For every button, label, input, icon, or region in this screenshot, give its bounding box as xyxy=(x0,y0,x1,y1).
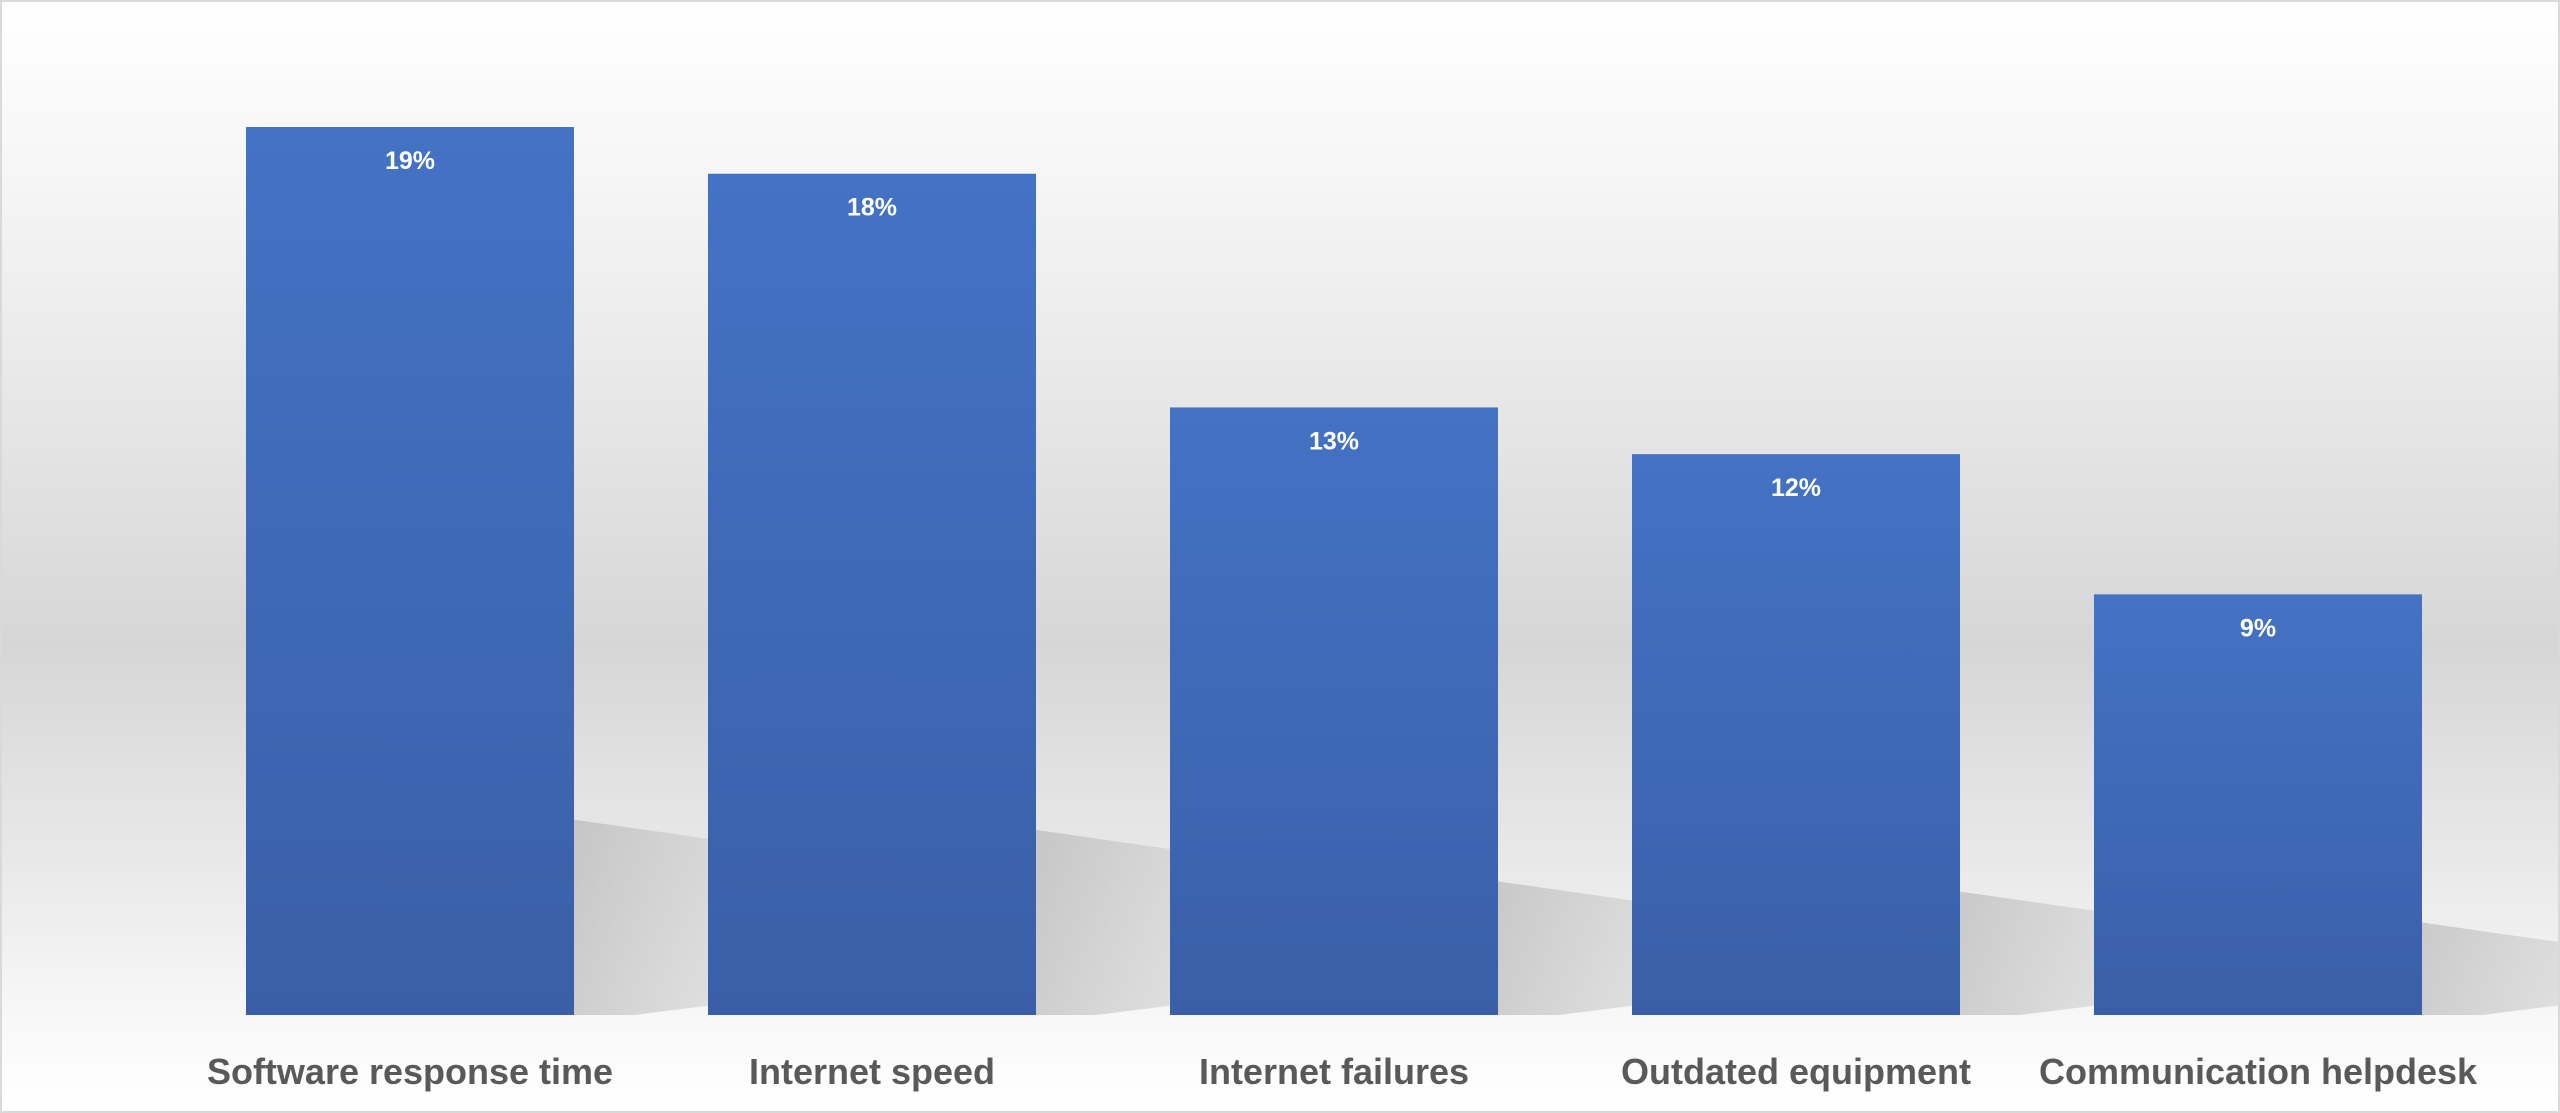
bar-shadow-communication-helpdesk xyxy=(2422,922,2558,1015)
category-labels-group: Software response time Internet speed Inte… xyxy=(207,1051,2478,1092)
bar-shadows xyxy=(574,819,2558,1015)
bars-group xyxy=(246,127,2422,1016)
value-label-internet-failures: 13% xyxy=(1309,427,1359,455)
bar-software-response-time xyxy=(246,127,574,1015)
bar-shadow-internet-failures xyxy=(1498,881,1638,1015)
value-label-communication-helpdesk: 9% xyxy=(2240,614,2276,642)
bar-shadow-software-response-time xyxy=(574,819,714,1015)
category-label-internet-failures: Internet failures xyxy=(1199,1051,1469,1092)
category-label-communication-helpdesk: Communication helpdesk xyxy=(2039,1051,2478,1092)
bar-shadow-internet-speed xyxy=(1036,829,1176,1015)
category-label-internet-speed: Internet speed xyxy=(749,1051,995,1092)
category-label-software-response-time: Software response time xyxy=(207,1051,613,1092)
category-label-outdated-equipment: Outdated equipment xyxy=(1621,1051,1971,1092)
bar-shadow-outdated-equipment xyxy=(1960,891,2100,1015)
bar-outdated-equipment xyxy=(1632,454,1960,1015)
bar-internet-failures xyxy=(1170,407,1498,1016)
value-label-internet-speed: 18% xyxy=(847,194,897,222)
value-label-outdated-equipment: 12% xyxy=(1771,474,1821,502)
value-labels-group: 19% 18% 13% 12% 9% xyxy=(385,147,2276,642)
bar-communication-helpdesk xyxy=(2094,594,2422,1015)
value-label-software-response-time: 19% xyxy=(385,147,435,175)
bar-internet-speed xyxy=(708,173,1036,1016)
